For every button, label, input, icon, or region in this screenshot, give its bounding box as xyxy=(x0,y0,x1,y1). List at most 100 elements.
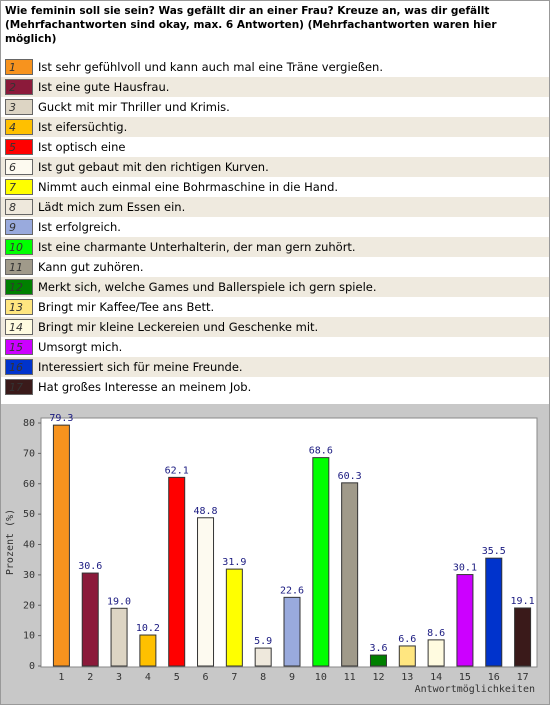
legend-label: Bringt mir kleine Leckereien und Geschen… xyxy=(38,320,319,334)
legend-swatch: 15 xyxy=(5,339,33,355)
legend-label: Kann gut zuhören. xyxy=(38,260,144,274)
chart-title: Wie feminin soll sie sein? Was gefällt d… xyxy=(5,5,497,45)
legend-row: 6 Ist gut gebaut mit den richtigen Kurven… xyxy=(1,157,549,177)
legend-label: Ist eifersüchtig. xyxy=(38,120,128,134)
value-label: 5.9 xyxy=(254,636,272,647)
value-label: 48.8 xyxy=(193,506,217,517)
x-tick-label: 14 xyxy=(430,672,442,683)
legend-label: Umsorgt mich. xyxy=(38,340,123,354)
legend-swatch: 1 xyxy=(5,59,33,75)
x-tick-label: 5 xyxy=(174,672,180,683)
legend-swatch: 12 xyxy=(5,279,33,295)
value-label: 30.1 xyxy=(453,563,477,574)
legend-label: Interessiert sich für meine Freunde. xyxy=(38,360,243,374)
legend-swatch: 11 xyxy=(5,259,33,275)
chart: Prozent (%) Antwortmöglichkeiten 0 10 20 30… xyxy=(1,404,549,704)
legend-swatch: 4 xyxy=(5,119,33,135)
bar xyxy=(110,607,128,667)
legend-label: Merkt sich, welche Games und Ballerspiel… xyxy=(38,280,377,294)
legend-row: 16 Interessiert sich für meine Freunde. xyxy=(1,357,549,377)
value-label: 19.1 xyxy=(511,596,535,607)
legend-swatch: 6 xyxy=(5,159,33,175)
legend-row: 11 Kann gut zuhören. xyxy=(1,257,549,277)
legend-row: 7 Nimmt auch einmal eine Bohrmaschine in … xyxy=(1,177,549,197)
legend-row: 15 Umsorgt mich. xyxy=(1,337,549,357)
y-tick-label: 50 xyxy=(23,509,35,520)
value-label: 3.6 xyxy=(369,643,387,654)
legend-row: 8 Lädt mich zum Essen ein. xyxy=(1,197,549,217)
y-tick-label: 0 xyxy=(29,661,35,672)
x-axis-label: Antwortmöglichkeiten xyxy=(415,684,535,695)
legend-row: 5 Ist optisch eine xyxy=(1,137,549,157)
legend-label: Ist sehr gefühlvoll und kann auch mal ei… xyxy=(38,60,383,74)
bar xyxy=(197,517,215,667)
bar xyxy=(225,568,243,667)
y-tick-label: 80 xyxy=(23,418,35,429)
legend: 1 Ist sehr gefühlvoll und kann auch mal e… xyxy=(1,57,549,397)
legend-swatch: 8 xyxy=(5,199,33,215)
bar xyxy=(81,572,99,667)
x-tick-label: 10 xyxy=(315,672,327,683)
value-label: 8.6 xyxy=(427,628,445,639)
bar xyxy=(341,482,359,667)
x-tick-label: 9 xyxy=(289,672,295,683)
legend-row: 4 Ist eifersüchtig. xyxy=(1,117,549,137)
legend-label: Ist optisch eine xyxy=(38,140,126,154)
legend-label: Bringt mir Kaffee/Tee ans Bett. xyxy=(38,300,215,314)
legend-swatch: 16 xyxy=(5,359,33,375)
legend-label: Lädt mich zum Essen ein. xyxy=(38,200,186,214)
legend-label: Ist erfolgreich. xyxy=(38,220,121,234)
value-label: 10.2 xyxy=(136,623,160,634)
value-label: 35.5 xyxy=(482,546,506,557)
legend-label: Ist eine charmante Unterhalterin, der ma… xyxy=(38,240,356,254)
x-tick-label: 7 xyxy=(231,672,237,683)
bar xyxy=(139,634,157,667)
legend-swatch: 7 xyxy=(5,179,33,195)
y-axis-label: Prozent (%) xyxy=(5,509,16,575)
legend-swatch: 3 xyxy=(5,99,33,115)
y-tick-label: 10 xyxy=(23,631,35,642)
legend-row: 10 Ist eine charmante Unterhalterin, der … xyxy=(1,237,549,257)
x-tick-label: 8 xyxy=(260,672,266,683)
legend-swatch: 17 xyxy=(5,379,33,395)
value-label: 22.6 xyxy=(280,585,304,596)
legend-label: Nimmt auch einmal eine Bohrmaschine in d… xyxy=(38,180,339,194)
legend-label: Ist eine gute Hausfrau. xyxy=(38,80,170,94)
x-tick-label: 12 xyxy=(372,672,384,683)
bar xyxy=(485,557,503,667)
x-tick-label: 3 xyxy=(116,672,122,683)
legend-swatch: 2 xyxy=(5,79,33,95)
bar xyxy=(312,457,330,667)
value-label: 6.6 xyxy=(398,634,416,645)
y-tick-label: 20 xyxy=(23,600,35,611)
legend-label: Hat großes Interesse an meinem Job. xyxy=(38,380,252,394)
x-tick-label: 13 xyxy=(401,672,413,683)
x-tick-label: 2 xyxy=(87,672,93,683)
x-tick-label: 16 xyxy=(488,672,500,683)
legend-swatch: 9 xyxy=(5,219,33,235)
y-tick-label: 70 xyxy=(23,448,35,459)
legend-row: 1 Ist sehr gefühlvoll und kann auch mal e… xyxy=(1,57,549,77)
x-tick-label: 1 xyxy=(58,672,64,683)
legend-row: 12 Merkt sich, welche Games und Ballerspi… xyxy=(1,277,549,297)
bar xyxy=(168,476,186,667)
value-label: 19.0 xyxy=(107,596,131,607)
legend-swatch: 13 xyxy=(5,299,33,315)
y-tick-label: 40 xyxy=(23,540,35,551)
legend-row: 17 Hat großes Interesse an meinem Job. xyxy=(1,377,549,397)
bar xyxy=(398,645,416,667)
legend-swatch: 14 xyxy=(5,319,33,335)
legend-row: 9 Ist erfolgreich. xyxy=(1,217,549,237)
value-label: 62.1 xyxy=(165,465,189,476)
value-label: 31.9 xyxy=(222,557,246,568)
legend-row: 13 Bringt mir Kaffee/Tee ans Bett. xyxy=(1,297,549,317)
value-label: 30.6 xyxy=(78,561,102,572)
x-tick-label: 6 xyxy=(203,672,209,683)
legend-row: 2 Ist eine gute Hausfrau. xyxy=(1,77,549,97)
legend-label: Guckt mit mir Thriller und Krimis. xyxy=(38,100,230,114)
legend-swatch: 10 xyxy=(5,239,33,255)
value-label: 60.3 xyxy=(338,471,362,482)
x-tick-label: 15 xyxy=(459,672,471,683)
legend-label: Ist gut gebaut mit den richtigen Kurven. xyxy=(38,160,269,174)
